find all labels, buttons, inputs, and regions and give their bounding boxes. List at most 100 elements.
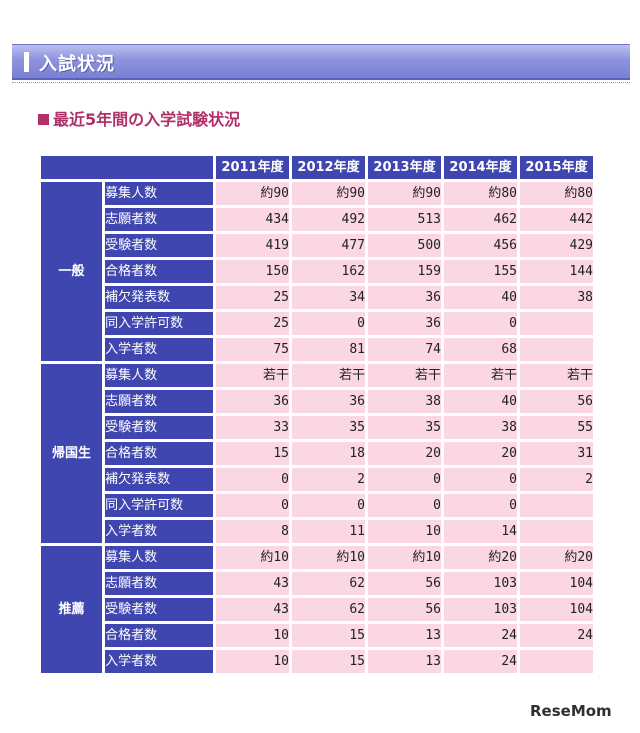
value-cell: 2 <box>292 468 365 491</box>
value-cell: 31 <box>520 442 593 465</box>
table-row: 入学者数 75 81 74 68 <box>41 338 593 361</box>
table-row: 受験者数 33 35 35 38 55 <box>41 416 593 439</box>
section-banner: 入試状況 <box>12 44 630 83</box>
row-label: 同入学許可数 <box>105 494 213 517</box>
table-body: 一般 募集人数 約90 約90 約90 約80 約80 志願者数 434 492 513 462 442… <box>41 182 593 673</box>
row-label: 同入学許可数 <box>105 312 213 335</box>
value-cell: 0 <box>444 468 517 491</box>
group-label: 一般 <box>41 182 103 361</box>
table-row: 同入学許可数 25 0 36 0 <box>41 312 593 335</box>
value-cell: 36 <box>368 286 441 309</box>
resemom-logo: ReseMom <box>530 702 612 720</box>
value-cell: 462 <box>444 208 517 231</box>
value-cell: 13 <box>368 624 441 647</box>
value-cell: 144 <box>520 260 593 283</box>
value-cell: 若干 <box>368 364 441 387</box>
table-row: 志願者数 36 36 38 40 56 <box>41 390 593 413</box>
table-row: 補欠発表数 25 34 36 40 38 <box>41 286 593 309</box>
value-cell: 18 <box>292 442 365 465</box>
value-cell: 456 <box>444 234 517 257</box>
value-cell: 34 <box>292 286 365 309</box>
value-cell: 2 <box>520 468 593 491</box>
table-row: 志願者数 43 62 56 103 104 <box>41 572 593 595</box>
value-cell: 14 <box>444 520 517 543</box>
value-cell: 477 <box>292 234 365 257</box>
value-cell: 35 <box>292 416 365 439</box>
value-cell: 40 <box>444 390 517 413</box>
value-cell: 約10 <box>292 546 365 569</box>
value-cell: 11 <box>292 520 365 543</box>
year-header-row: 2011年度 2012年度 2013年度 2014年度 2015年度 <box>41 156 593 179</box>
value-cell: 513 <box>368 208 441 231</box>
value-cell: 10 <box>368 520 441 543</box>
value-cell: 若干 <box>216 364 289 387</box>
value-cell: 約10 <box>368 546 441 569</box>
table-row: 受験者数 419 477 500 456 429 <box>41 234 593 257</box>
value-cell: 25 <box>216 312 289 335</box>
row-label: 合格者数 <box>105 624 213 647</box>
value-cell: 24 <box>520 624 593 647</box>
value-cell: 24 <box>444 650 517 673</box>
row-label: 入学者数 <box>105 338 213 361</box>
row-label: 補欠発表数 <box>105 468 213 491</box>
row-label: 受験者数 <box>105 416 213 439</box>
admission-stats-table: 2011年度 2012年度 2013年度 2014年度 2015年度 一般 募集人… <box>38 153 596 676</box>
value-cell <box>520 520 593 543</box>
value-cell: 36 <box>368 312 441 335</box>
value-cell: 36 <box>292 390 365 413</box>
value-cell: 約80 <box>520 182 593 205</box>
value-cell: 150 <box>216 260 289 283</box>
value-cell: 0 <box>444 494 517 517</box>
value-cell: 434 <box>216 208 289 231</box>
value-cell: 492 <box>292 208 365 231</box>
value-cell: 0 <box>216 468 289 491</box>
value-cell: 15 <box>292 650 365 673</box>
row-label: 志願者数 <box>105 572 213 595</box>
value-cell: 約20 <box>444 546 517 569</box>
banner-title: 入試状況 <box>39 54 115 75</box>
value-cell: 15 <box>292 624 365 647</box>
value-cell: 0 <box>292 312 365 335</box>
year-header: 2014年度 <box>444 156 517 179</box>
value-cell: 38 <box>444 416 517 439</box>
row-label: 志願者数 <box>105 390 213 413</box>
table-row: 補欠発表数 0 2 0 0 2 <box>41 468 593 491</box>
value-cell: 55 <box>520 416 593 439</box>
value-cell: 419 <box>216 234 289 257</box>
value-cell: 0 <box>292 494 365 517</box>
value-cell: 43 <box>216 598 289 621</box>
year-header: 2013年度 <box>368 156 441 179</box>
value-cell: 約20 <box>520 546 593 569</box>
value-cell: 約90 <box>368 182 441 205</box>
value-cell: 103 <box>444 572 517 595</box>
value-cell: 0 <box>368 494 441 517</box>
table-row: 一般 募集人数 約90 約90 約90 約80 約80 <box>41 182 593 361</box>
value-cell: 若干 <box>520 364 593 387</box>
value-cell: 0 <box>368 468 441 491</box>
table-row: 志願者数 434 492 513 462 442 <box>41 208 593 231</box>
value-cell: 20 <box>368 442 441 465</box>
value-cell <box>520 338 593 361</box>
table-row: 合格者数 10 15 13 24 24 <box>41 624 593 647</box>
value-cell: 40 <box>444 286 517 309</box>
row-label: 受験者数 <box>105 234 213 257</box>
value-cell: 約90 <box>216 182 289 205</box>
value-cell: 104 <box>520 572 593 595</box>
table-row: 入学者数 10 15 13 24 <box>41 650 593 673</box>
table-row: 合格者数 150 162 159 155 144 <box>41 260 593 283</box>
value-cell: 15 <box>216 442 289 465</box>
row-label: 入学者数 <box>105 520 213 543</box>
value-cell: 約90 <box>292 182 365 205</box>
value-cell: 75 <box>216 338 289 361</box>
subtitle-text: 最近5年間の入学試験状況 <box>53 110 241 129</box>
year-header: 2015年度 <box>520 156 593 179</box>
value-cell: 429 <box>520 234 593 257</box>
square-bullet-icon <box>38 114 49 125</box>
value-cell: 10 <box>216 624 289 647</box>
value-cell: 33 <box>216 416 289 439</box>
table-row: 受験者数 43 62 56 103 104 <box>41 598 593 621</box>
year-header: 2012年度 <box>292 156 365 179</box>
value-cell: 38 <box>520 286 593 309</box>
value-cell: 24 <box>444 624 517 647</box>
table-row: 合格者数 15 18 20 20 31 <box>41 442 593 465</box>
